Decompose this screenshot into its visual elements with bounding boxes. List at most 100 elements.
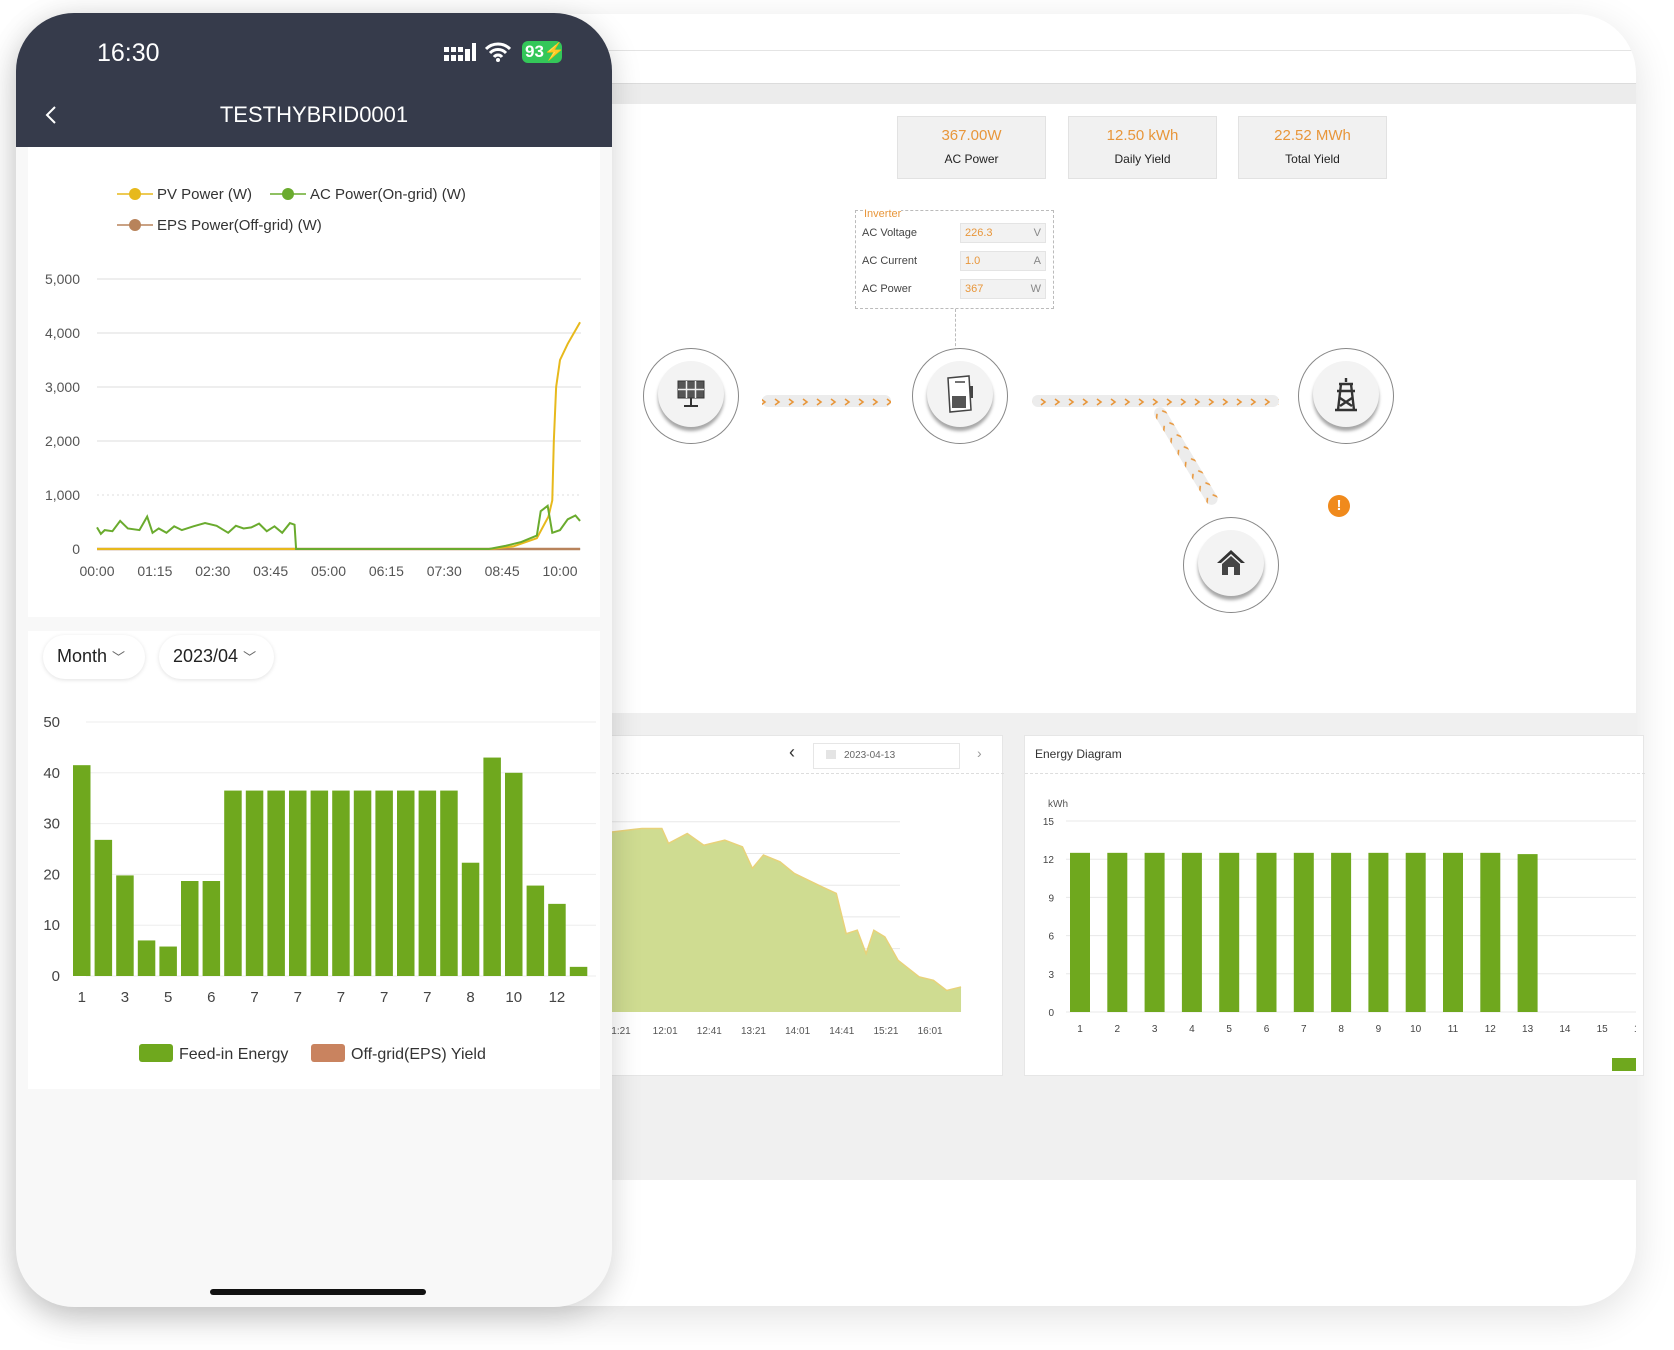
bar <box>1293 852 1314 1012</box>
x-tick-label: 12:01 <box>653 1026 678 1037</box>
value-box: 1.0 A <box>960 251 1046 271</box>
x-tick-label: 7 <box>1301 1024 1307 1035</box>
area-fill <box>612 828 962 1012</box>
bar <box>1443 852 1463 1012</box>
bar <box>1107 852 1128 1012</box>
wifi-icon <box>485 42 511 62</box>
x-tick-label: 16:01 <box>918 1026 943 1037</box>
row-value: 367 <box>965 283 984 295</box>
chevron-left-icon[interactable] <box>44 104 58 126</box>
bar <box>483 757 501 976</box>
bar <box>1256 852 1277 1012</box>
x-tick-label: 9 <box>1376 1024 1382 1035</box>
period-date-dropdown[interactable]: 2023/04 ﹀ <box>159 635 274 679</box>
grid-node[interactable] <box>1298 348 1394 444</box>
bar <box>569 966 588 976</box>
y-axis-unit: kWh <box>1048 799 1068 810</box>
row-label: AC Power <box>862 283 912 295</box>
x-tick-label: 10 <box>505 989 522 1006</box>
bar <box>289 790 307 976</box>
y-tick-label: 40 <box>43 765 60 782</box>
home-node[interactable] <box>1183 517 1279 613</box>
y-tick-label: 0 <box>1048 1008 1054 1019</box>
x-tick-label: 01:15 <box>137 563 172 579</box>
x-tick-label: 07:30 <box>427 563 462 579</box>
x-tick-label: 16 <box>1634 1024 1636 1035</box>
y-tick-label: 3,000 <box>45 379 80 395</box>
value-box: 367 W <box>960 279 1046 299</box>
x-tick-label: 7 <box>294 989 302 1006</box>
monthly-bar-chart: 50 40 30 20 10 0 1 3 5 6 7 7 7 7 7 8 10 12 Feed-in Energy O… <box>43 714 596 1063</box>
solar-panel-icon <box>677 380 705 407</box>
bar <box>1219 852 1240 1012</box>
divider <box>20 50 1636 51</box>
stat-label: Total Yield <box>1285 152 1340 166</box>
stat-value: 12.50 kWh <box>1106 127 1179 144</box>
x-tick-label: 02:30 <box>195 563 230 579</box>
inverter-icon <box>947 375 973 413</box>
y-tick-label: 20 <box>43 866 60 883</box>
page-title: TESTHYBRID0001 <box>219 102 409 127</box>
solar-node[interactable] <box>643 348 739 444</box>
x-tick-label: 15 <box>1597 1024 1609 1035</box>
x-tick-label: 06:15 <box>369 563 404 579</box>
legend-swatch <box>1612 1058 1636 1071</box>
y-tick-label: 5,000 <box>45 271 80 287</box>
warning-icon[interactable]: ! <box>1328 495 1350 517</box>
period-mode-dropdown[interactable]: Month ﹀ <box>43 635 145 679</box>
x-tick-label: 00:00 <box>79 563 114 579</box>
x-tick-label: 2 <box>1115 1024 1121 1035</box>
x-tick-label: 4 <box>1189 1024 1195 1035</box>
series-line-0 <box>97 321 581 550</box>
date-value: 2023-04-13 <box>844 750 896 761</box>
legend-swatch <box>139 1044 173 1062</box>
bar <box>440 790 458 976</box>
stat-label: AC Power <box>944 152 999 166</box>
x-tick-label: 8 <box>466 989 474 1006</box>
x-tick-label: 05:00 <box>311 563 346 579</box>
area-line <box>611 827 962 992</box>
home-icon <box>1217 550 1245 575</box>
app-header: 16:30 93⚡ TESTHYBRID0001 <box>16 13 612 147</box>
bar <box>1144 852 1165 1012</box>
legend-label: AC Power(On-grid) (W) <box>310 186 466 203</box>
prev-date-button[interactable]: ‹ <box>789 742 795 762</box>
flow-inverter-to-grid <box>1032 395 1279 407</box>
x-tick-label: 6 <box>1264 1024 1270 1035</box>
inverter-title: Inverter <box>864 208 902 220</box>
bar <box>1368 852 1389 1012</box>
signal-icon <box>444 43 476 61</box>
power-line-chart: PV Power (W) AC Power(On-grid) (W) EPS Pow… <box>45 186 581 579</box>
y-tick-label: 15 <box>1043 817 1055 828</box>
energy-flow <box>762 395 1279 508</box>
inverter-row: AC Power 367 W <box>862 279 1048 301</box>
bar <box>461 862 480 976</box>
chevron-down-icon: ﹀ <box>243 650 257 665</box>
x-tick-label: 10 <box>1410 1024 1422 1035</box>
bar <box>181 881 199 976</box>
bar <box>73 765 91 976</box>
date-picker[interactable]: 2023-04-13 <box>813 743 960 769</box>
x-tick-label: 3 <box>121 989 129 1006</box>
bar <box>505 772 523 976</box>
stat-value: 22.52 MWh <box>1274 127 1351 144</box>
bar <box>1070 852 1090 1012</box>
x-tick-label: 8 <box>1338 1024 1344 1035</box>
inverter-node[interactable] <box>912 348 1008 444</box>
y-tick-label: 0 <box>52 968 60 985</box>
bar <box>1181 852 1202 1012</box>
stat-value: 367.00W <box>941 127 1002 144</box>
x-tick-label: 08:45 <box>485 563 520 579</box>
bar <box>202 881 221 976</box>
bar <box>94 839 113 976</box>
next-date-button[interactable]: › <box>977 745 982 761</box>
y-tick-label: 9 <box>1048 893 1054 904</box>
chevron-down-icon: ﹀ <box>112 650 126 665</box>
y-tick-label: 4,000 <box>45 325 80 341</box>
row-value: 226.3 <box>965 227 993 239</box>
bar <box>310 790 329 976</box>
bar <box>353 790 372 976</box>
bar <box>418 790 437 976</box>
panel-title: Energy Diagram <box>1035 747 1122 761</box>
area-chart: 1:21 12:01 12:41 13:21 14:01 14:41 15:21 16:01 <box>611 821 962 1037</box>
